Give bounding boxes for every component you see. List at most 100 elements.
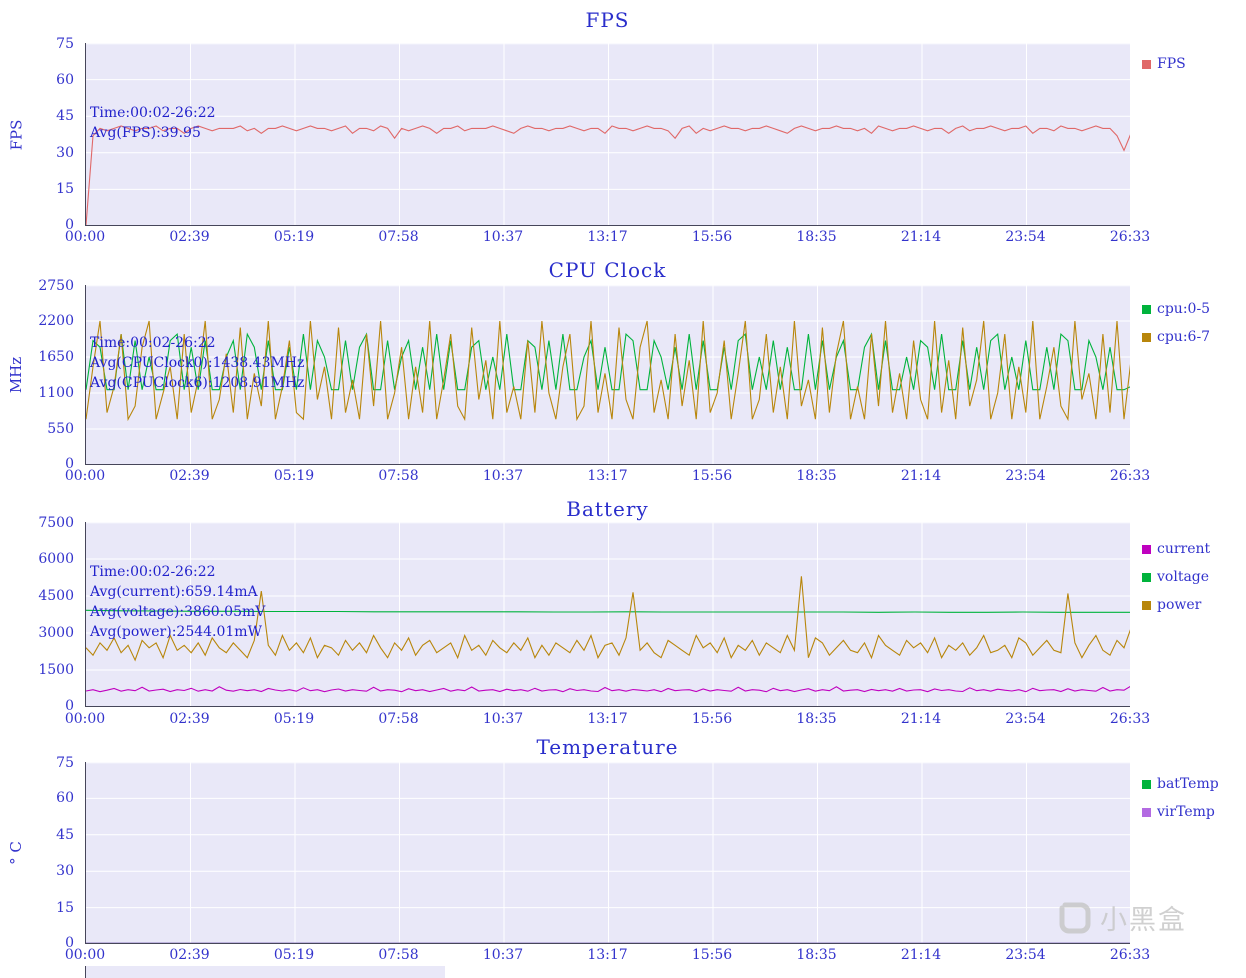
x-tick-label: 00:00 (64, 468, 106, 484)
x-tick-label: 13:17 (587, 947, 628, 963)
annotation-line: Avg(current):659.14mA (90, 584, 258, 600)
x-tick-label: 13:17 (587, 468, 628, 484)
x-tick-label: 18:35 (796, 229, 837, 245)
legend-swatch (1142, 59, 1151, 69)
chart-title: Battery (566, 497, 649, 521)
legend-swatch (1142, 779, 1151, 789)
annotation-line: Avg(CPUClock0):1438.43MHz (90, 355, 305, 371)
x-tick-label: 07:58 (378, 229, 419, 245)
battery-plot-svg (85, 522, 1130, 707)
watermark: 小黑盒 (1058, 898, 1187, 937)
temperature-plot-svg (85, 762, 1130, 944)
legend-swatch (1142, 807, 1151, 817)
legend-swatch (1142, 332, 1151, 342)
y-tick-label: 60 (56, 71, 74, 88)
legend: cpu:0-5 cpu:6-7 (1142, 295, 1210, 351)
annotation-line: Avg(FPS):39.95 (90, 125, 201, 141)
y-tick-label: 550 (47, 421, 74, 437)
x-tick-label: 10:37 (482, 711, 524, 727)
x-tick-label: 13:17 (587, 229, 628, 245)
plot-area: Time:00:02-26:22 Avg(FPS):39.95 (85, 43, 1130, 226)
annotation-block: Time:00:02-26:22 Avg(CPUClock0):1438.43MH… (90, 333, 304, 393)
x-tick-label: 02:39 (169, 468, 210, 484)
x-tick-label: 26:33 (1109, 711, 1151, 727)
legend-item: cpu:0-5 (1142, 295, 1210, 323)
legend-item: power (1142, 591, 1210, 619)
legend: FPS (1142, 50, 1186, 78)
legend-label: batTemp (1157, 776, 1219, 792)
x-tick-label: 21:14 (900, 711, 942, 727)
legend-swatch (1142, 600, 1151, 610)
x-tick-label: 00:00 (64, 947, 106, 963)
next-chart-partial (85, 966, 445, 978)
x-tick-label: 21:14 (900, 468, 942, 484)
y-tick-label: 6000 (38, 551, 74, 567)
x-tick-label: 26:33 (1109, 468, 1151, 484)
x-tick-label: 05:19 (273, 711, 315, 727)
annotation-block: Time:00:02-26:22 Avg(current):659.14mA Avg… (90, 562, 265, 642)
annotation-line: Avg(CPUClock6):1208.91MHz (90, 375, 305, 391)
annotation-line: Avg(voltage):3860.05mV (90, 604, 266, 620)
y-tick-label: 15 (56, 181, 74, 198)
y-tick-label: 0 (65, 456, 74, 473)
legend-item: voltage (1142, 563, 1210, 591)
y-tick-label: 0 (65, 217, 74, 234)
plot-area (85, 762, 1130, 944)
x-tick-label: 00:00 (64, 229, 106, 245)
legend: current voltage power (1142, 535, 1210, 619)
x-tick-label: 13:17 (587, 711, 628, 727)
x-tick-label: 23:54 (1005, 468, 1046, 484)
x-tick-labels: 00:00 02:39 05:19 07:58 10:37 13:17 15:56 18:35… (65, 711, 1150, 729)
series-voltage (86, 609, 1130, 613)
x-tick-labels: 00:00 02:39 05:19 07:58 10:37 13:17 15:56 18:35… (65, 468, 1150, 486)
x-tick-label: 21:14 (900, 947, 942, 963)
x-tick-label: 05:19 (273, 229, 315, 245)
x-tick-label: 18:35 (796, 947, 837, 963)
y-tick-label: 45 (56, 826, 74, 843)
x-tick-label: 21:14 (900, 229, 942, 245)
y-tick-label: 2200 (38, 313, 74, 329)
annotation-line: Time:00:02-26:22 (90, 105, 216, 121)
x-tick-label: 07:58 (378, 711, 419, 727)
plot-area: Time:00:02-26:22 Avg(CPUClock0):1438.43MH… (85, 285, 1130, 465)
y-tick-label: 0 (65, 698, 74, 715)
legend-item: batTemp (1142, 770, 1219, 798)
x-tick-label: 10:37 (482, 468, 524, 484)
x-tick-label: 00:00 (64, 711, 106, 727)
chart-title: FPS (585, 8, 630, 32)
series-cpu:6-7 (86, 320, 1130, 422)
y-tick-label: 60 (56, 790, 74, 807)
legend-swatch (1142, 572, 1151, 582)
legend-label: cpu:6-7 (1157, 329, 1211, 345)
series-cpu:0-5 (86, 332, 1130, 391)
y-tick-label: 7500 (38, 514, 74, 531)
legend-item: cpu:6-7 (1142, 323, 1210, 351)
y-tick-label: 1650 (38, 349, 74, 365)
y-tick-labels: 0 1500 3000 4500 6000 7500 (0, 515, 78, 714)
x-tick-label: 10:37 (482, 947, 524, 963)
y-tick-label: 4500 (38, 588, 74, 604)
legend-label: FPS (1157, 56, 1186, 72)
x-tick-label: 15:56 (691, 947, 733, 963)
chart-battery: Battery 0 1500 3000 4500 6000 7500 Time:00:02… (0, 492, 1246, 730)
chart-title: Temperature (536, 735, 679, 759)
x-tick-label: 26:33 (1109, 947, 1151, 963)
legend-label: cpu:0-5 (1157, 301, 1211, 317)
y-tick-labels: 0 15 30 45 60 75 (0, 755, 78, 951)
x-tick-label: 05:19 (273, 947, 315, 963)
y-tick-label: 30 (56, 863, 74, 880)
chart-fps: FPS FPS 0 15 30 45 60 75 Time:00:02-26:22 Avg(… (0, 0, 1246, 253)
legend: batTemp virTemp (1142, 770, 1219, 826)
x-tick-label: 18:35 (796, 468, 837, 484)
x-tick-label: 23:54 (1005, 947, 1046, 963)
series-current (86, 685, 1130, 693)
y-tick-labels: 0 550 1100 1650 2200 2750 (0, 278, 78, 472)
y-tick-label: 1100 (38, 385, 74, 401)
x-tick-labels: 00:00 02:39 05:19 07:58 10:37 13:17 15:56 18:35… (65, 229, 1150, 247)
x-tick-label: 07:58 (378, 947, 419, 963)
legend-label: current (1157, 541, 1211, 557)
y-tick-label: 1500 (38, 662, 74, 678)
y-tick-label: 0 (65, 935, 74, 952)
legend-label: power (1157, 597, 1202, 613)
